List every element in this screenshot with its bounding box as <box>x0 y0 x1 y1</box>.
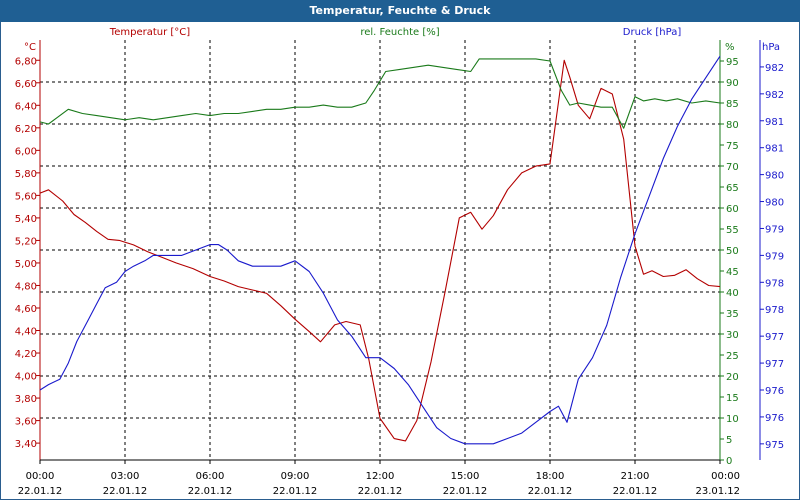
window-title: Temperatur, Feuchte & Druck <box>0 0 800 22</box>
time-tick-label: 21:00 <box>621 471 650 482</box>
time-tick-label: 18:00 <box>536 471 565 482</box>
date-tick-label: 22.01.12 <box>273 486 318 497</box>
temp-tick-label: 6,60 <box>15 79 37 90</box>
temp-tick-label: 3,80 <box>15 394 37 405</box>
pressure-tick-label: 980 <box>765 171 784 182</box>
temp-tick-label: 4,60 <box>15 304 37 315</box>
pressure-tick-label: 976 <box>765 386 784 397</box>
pressure-tick-label: 979 <box>765 224 784 235</box>
temperature-series-line <box>39 59 721 442</box>
temp-tick-label: 5,80 <box>15 169 37 180</box>
pressure-series-line <box>39 55 721 445</box>
humidity-tick-label: 85 <box>726 99 739 110</box>
grid-lines <box>40 40 720 460</box>
temp-tick-label: 4,80 <box>15 281 37 292</box>
humidity-axis-label: rel. Feuchte [%] <box>360 27 439 38</box>
time-tick-label: 15:00 <box>451 471 480 482</box>
pressure-tick-label: 982 <box>765 63 784 74</box>
temp-tick-label: 3,60 <box>15 417 37 428</box>
date-tick-label: 22.01.12 <box>358 486 403 497</box>
time-tick-label: 00:00 <box>26 471 55 482</box>
date-tick-label: 22.01.12 <box>188 486 233 497</box>
temp-axis-label: Temperatur [°C] <box>109 27 190 38</box>
humidity-series-line <box>39 58 721 129</box>
time-tick-label: 12:00 <box>366 471 395 482</box>
date-tick-label: 22.01.12 <box>103 486 148 497</box>
humidity-tick-label: 10 <box>726 414 739 425</box>
pressure-tick-label: 977 <box>765 359 784 370</box>
humidity-tick-label: 75 <box>726 141 739 152</box>
temp-tick-label: 5,20 <box>15 236 37 247</box>
pressure-tick-label: 978 <box>765 305 784 316</box>
time-axis-ticks: 00:00 22.01.12 03:00 22.01.12 06:00 22.01.12 0… <box>18 460 740 497</box>
time-tick-label: 06:00 <box>196 471 225 482</box>
temp-tick-label: 4,00 <box>15 372 37 383</box>
humidity-tick-label: 65 <box>726 183 739 194</box>
humidity-tick-label: 50 <box>726 246 739 257</box>
pressure-axis-label: Druck [hPa] <box>623 27 682 38</box>
humidity-tick-label: 70 <box>726 162 739 173</box>
date-tick-label: 23.01.12 <box>695 486 740 497</box>
pressure-tick-label: 979 <box>765 251 784 262</box>
pressure-tick-label: 980 <box>765 198 784 209</box>
humidity-tick-label: 55 <box>726 225 739 236</box>
temp-tick-label: 5,60 <box>15 191 37 202</box>
humidity-tick-label: 30 <box>726 330 739 341</box>
temp-tick-label: 6,00 <box>15 146 37 157</box>
temp-tick-label: 3,40 <box>15 439 37 450</box>
pressure-tick-label: 981 <box>765 144 784 155</box>
humidity-tick-label: 80 <box>726 120 739 131</box>
temp-axis-ticks: 6,80 6,60 6,40 6,20 6,00 5,80 5,60 5,40 5,20 5,00… <box>15 56 40 450</box>
date-tick-label: 22.01.12 <box>528 486 573 497</box>
pressure-tick-label: 981 <box>765 117 784 128</box>
humidity-tick-label: 25 <box>726 351 739 362</box>
date-tick-label: 22.01.12 <box>443 486 488 497</box>
series-layer <box>39 55 721 445</box>
time-tick-label: 00:00 <box>711 471 740 482</box>
pressure-tick-label: 975 <box>765 440 784 451</box>
temp-tick-label: 4,20 <box>15 349 37 360</box>
pressure-axis-ticks: 982 982 981 981 980 980 979 979 978 978 977 977 976 9… <box>760 63 784 451</box>
time-tick-label: 09:00 <box>281 471 310 482</box>
time-tick-label: 03:00 <box>111 471 140 482</box>
humidity-tick-label: 15 <box>726 393 739 404</box>
humidity-tick-label: 35 <box>726 309 739 320</box>
temp-tick-label: 6,80 <box>15 56 37 67</box>
humidity-tick-label: 90 <box>726 78 739 89</box>
humidity-tick-label: 60 <box>726 204 739 215</box>
humidity-tick-label: 0 <box>726 456 732 467</box>
temp-tick-label: 6,40 <box>15 101 37 112</box>
pressure-tick-label: 978 <box>765 278 784 289</box>
temp-tick-label: 5,00 <box>15 259 37 270</box>
pressure-tick-label: 982 <box>765 90 784 101</box>
humidity-tick-label: 45 <box>726 267 739 278</box>
humidity-unit-label: % <box>725 42 735 53</box>
temp-tick-label: 4,40 <box>15 327 37 338</box>
pressure-tick-label: 976 <box>765 413 784 424</box>
humidity-tick-label: 20 <box>726 372 739 383</box>
humidity-tick-label: 40 <box>726 288 739 299</box>
temp-unit-label: °C <box>24 42 36 53</box>
date-tick-label: 22.01.12 <box>18 486 63 497</box>
pressure-unit-label: hPa <box>762 42 780 53</box>
temp-tick-label: 6,20 <box>15 124 37 135</box>
humidity-tick-label: 95 <box>726 57 739 68</box>
date-tick-label: 22.01.12 <box>613 486 658 497</box>
temp-tick-label: 5,40 <box>15 214 37 225</box>
pressure-tick-label: 977 <box>765 332 784 343</box>
humidity-tick-label: 5 <box>726 435 732 446</box>
